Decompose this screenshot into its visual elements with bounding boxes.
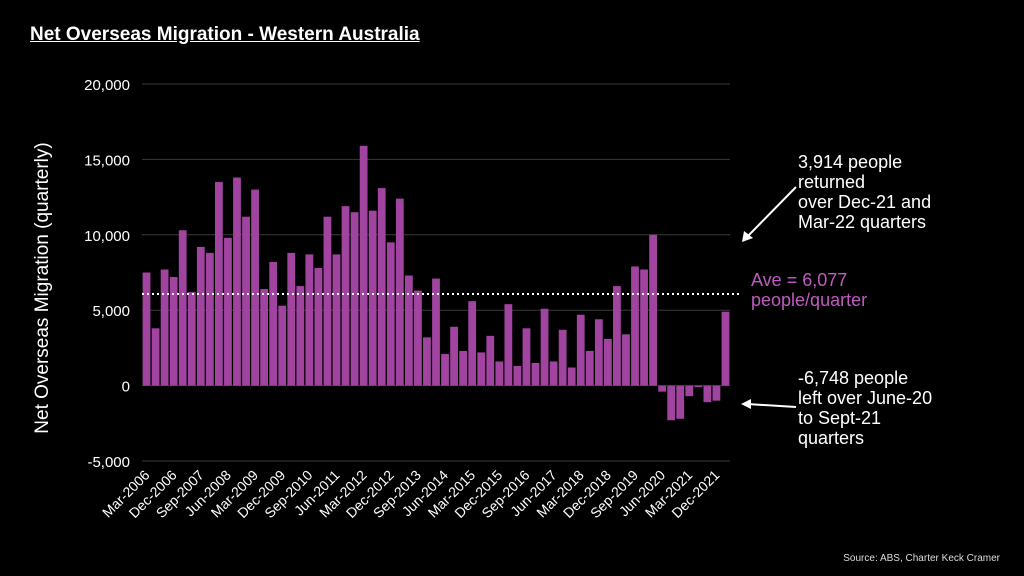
- annotation-line: over Dec-21 and: [798, 192, 932, 212]
- annotation-line: 3,914 people: [798, 152, 903, 172]
- bar: [205, 252, 214, 386]
- bar: [703, 385, 712, 403]
- annotation-returned: 3,914 people returned over Dec-21 and Ma…: [798, 152, 931, 232]
- bar: [468, 301, 477, 386]
- bar: [432, 278, 440, 386]
- bar: [450, 326, 458, 386]
- bar: [477, 352, 486, 386]
- bar: [350, 212, 359, 386]
- bar: [613, 286, 621, 386]
- bar: [558, 329, 567, 386]
- bar: [694, 385, 703, 388]
- bar: [332, 254, 341, 386]
- bar: [486, 335, 495, 386]
- y-tick-label: 0: [122, 379, 130, 396]
- annotation-line: left over June-20: [798, 388, 933, 408]
- bar: [251, 189, 259, 386]
- bar: [721, 311, 730, 386]
- bar: [603, 338, 612, 386]
- bar: [513, 365, 522, 386]
- y-axis-ticks: -5,000 0 5,000 10,000 15,000 20,000: [84, 77, 130, 471]
- bar: [640, 269, 648, 386]
- annotation-line: Ave = 6,077: [751, 270, 848, 290]
- bar: [278, 305, 287, 386]
- bar: [658, 385, 667, 392]
- bar: [269, 261, 278, 386]
- annotation-line: returned: [798, 172, 866, 192]
- bar: [414, 290, 422, 386]
- y-tick-label: 20,000: [84, 77, 130, 94]
- chart-title: Net Overseas Migration - Western Austral…: [30, 24, 420, 45]
- bar: [649, 234, 657, 386]
- bar: [585, 350, 594, 386]
- annotation-line: Mar-22 quarters: [798, 212, 927, 232]
- bar: [685, 385, 694, 397]
- bar: [423, 337, 431, 386]
- bar: [260, 289, 269, 386]
- bar: [622, 334, 630, 386]
- bar: [386, 242, 395, 386]
- annotation-left: -6,748 people left over June-20 to Sept-…: [798, 368, 932, 448]
- bar: [504, 304, 513, 386]
- bar: [187, 292, 196, 386]
- bar: [233, 177, 241, 386]
- bar: [314, 267, 323, 386]
- bar: [160, 269, 169, 386]
- bar: [404, 275, 413, 386]
- bar: [169, 277, 178, 386]
- bar: [215, 182, 223, 386]
- bar: [631, 266, 639, 386]
- bar: [359, 145, 368, 386]
- y-tick-label: -5,000: [87, 454, 130, 471]
- bar: [196, 246, 205, 386]
- bar: [712, 385, 721, 401]
- bar: [495, 361, 504, 386]
- y-tick-label: 5,000: [92, 303, 130, 320]
- bar: [676, 385, 685, 419]
- bar: [287, 252, 296, 386]
- bar: [567, 367, 576, 386]
- bar: [459, 350, 468, 386]
- bar: [296, 286, 305, 386]
- bar: [377, 188, 386, 386]
- bar: [142, 272, 151, 386]
- left-arrow: [741, 399, 797, 409]
- bar: [540, 308, 549, 386]
- bar: [242, 216, 250, 386]
- returned-arrow: [742, 186, 797, 242]
- bar: [224, 237, 232, 386]
- y-axis-label: Net Overseas Migration (quarterly): [32, 142, 53, 433]
- bar: [594, 319, 603, 386]
- bar: [305, 254, 314, 386]
- bar: [151, 328, 160, 386]
- x-axis-ticks: Mar-2006Dec-2006Sep-2007Jun-2008Mar-2009…: [99, 467, 723, 521]
- annotation-line: -6,748 people: [798, 368, 909, 388]
- bar: [441, 353, 449, 386]
- bar: [341, 206, 350, 386]
- source-note: Source: ABS, Charter Keck Cramer: [843, 553, 1000, 564]
- bar: [323, 216, 332, 386]
- annotation-line: people/quarter: [751, 290, 868, 310]
- bar: [531, 362, 540, 386]
- bar: [368, 210, 377, 386]
- bar: [667, 385, 676, 421]
- bar: [522, 328, 531, 386]
- annotation-line: to Sept-21: [798, 408, 882, 428]
- y-tick-label: 15,000: [84, 152, 130, 169]
- bar: [576, 314, 585, 386]
- y-tick-label: 10,000: [84, 228, 130, 245]
- bar: [178, 230, 187, 386]
- annotation-line: quarters: [798, 428, 865, 448]
- annotation-average: Ave = 6,077 people/quarter: [751, 270, 867, 310]
- bar: [395, 198, 404, 386]
- bars: [142, 145, 730, 421]
- bar: [549, 361, 558, 386]
